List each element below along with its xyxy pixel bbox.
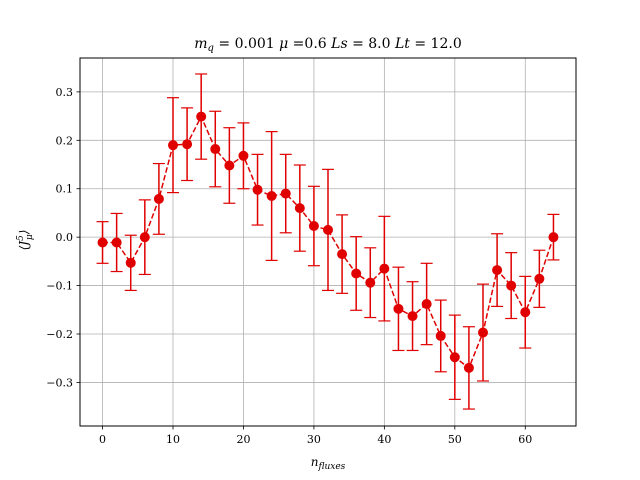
data-point (139, 232, 150, 243)
y-axis-label: ⟨J5μ⟩ (16, 230, 35, 251)
x-tick-label: 0 (99, 433, 106, 446)
x-axis-label: nfluxes (311, 455, 346, 472)
ticks: 0 10 20 30 40 50 60 −0.3 −0.2 −0.1 0.0 0.1 0.2 0.3 (46, 86, 532, 446)
data-point (111, 237, 122, 248)
data-point (492, 265, 503, 276)
x-tick-label: 10 (166, 433, 180, 446)
data-point (308, 221, 319, 232)
data-point (323, 224, 333, 235)
data-point (294, 203, 305, 214)
data-point (463, 362, 474, 373)
y-tick-label: −0.1 (46, 280, 73, 293)
data-point (379, 263, 390, 274)
x-tick-label: 50 (448, 433, 462, 446)
plot-area (96, 73, 560, 410)
data-point (449, 352, 460, 363)
data-point (97, 237, 108, 248)
data-point (393, 303, 404, 314)
y-tick-label: 0.0 (56, 231, 74, 244)
data-point (238, 150, 249, 161)
data-point (534, 273, 545, 284)
data-point (407, 311, 418, 322)
data-point (168, 140, 178, 151)
y-tick-label: −0.2 (46, 328, 73, 341)
data-point (125, 257, 136, 268)
data-point (421, 298, 432, 309)
data-point (210, 144, 221, 155)
data-point (506, 280, 517, 291)
data-point (224, 160, 235, 171)
data-point (520, 307, 531, 318)
data-point (280, 188, 291, 199)
data-point (266, 191, 277, 201)
data-point (435, 330, 446, 341)
data-point (337, 249, 348, 260)
y-tick-label: 0.2 (56, 134, 74, 147)
x-tick-label: 20 (236, 433, 250, 446)
plot-frame (79, 57, 577, 427)
data-point (252, 184, 263, 195)
chart-title: mq = 0.001 μ =0.6 Ls = 8.0 Lt = 12.0 (194, 36, 461, 54)
x-tick-label: 30 (307, 433, 321, 446)
y-tick-label: −0.3 (46, 376, 73, 389)
data-point (548, 232, 559, 243)
x-tick-label: 60 (518, 433, 532, 446)
y-tick-label: 0.1 (56, 183, 74, 196)
data-point (182, 139, 193, 150)
data-point (196, 111, 207, 122)
data-point (153, 193, 164, 204)
data-point (351, 268, 362, 279)
x-tick-label: 40 (377, 433, 391, 446)
data-point (478, 327, 488, 338)
data-point (365, 277, 376, 288)
y-tick-label: 0.3 (56, 86, 74, 99)
